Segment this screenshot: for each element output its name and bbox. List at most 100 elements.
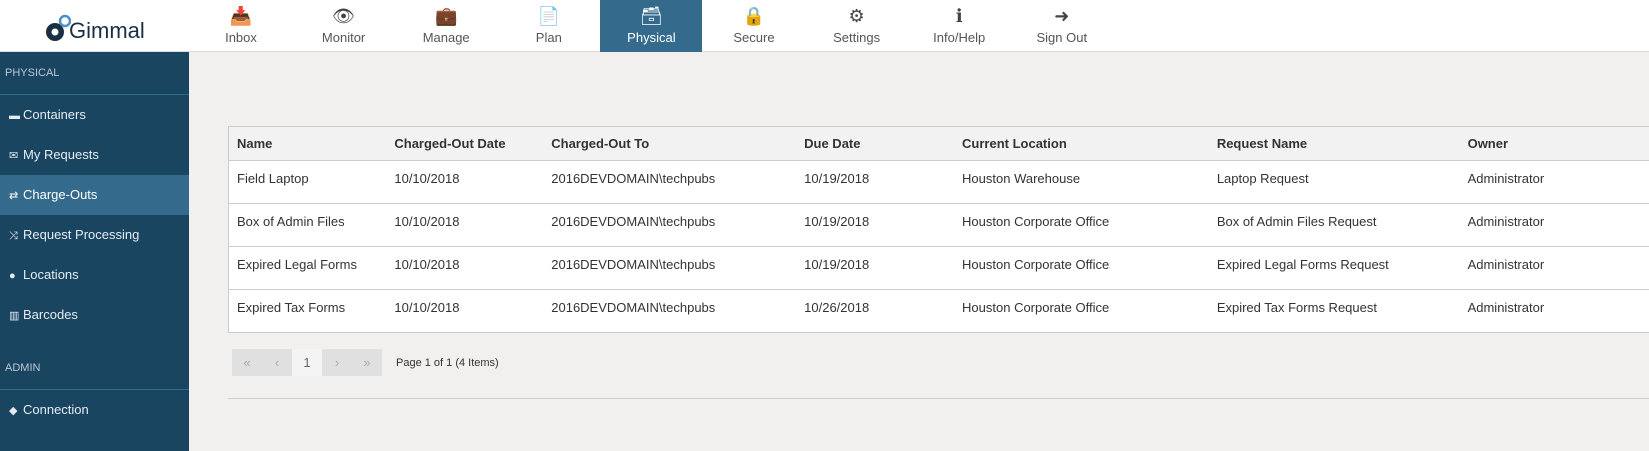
sidebar-item-label: My Requests — [23, 147, 99, 162]
table-row[interactable]: Expired Legal Forms 10/10/2018 2016DEVDOMA… — [228, 246, 1649, 290]
nav-sign-out[interactable]: ➜ Sign Out — [1011, 0, 1113, 52]
nav-label: Settings — [833, 30, 881, 45]
nav-label: Info/Help — [933, 30, 986, 45]
column-header[interactable]: Charged-Out Date — [386, 126, 544, 161]
table-cell: Houston Warehouse — [954, 160, 1209, 204]
table-cell: 10/10/2018 — [386, 203, 544, 247]
table-cell: 10/26/2018 — [796, 289, 955, 333]
sidebar-item-label: Request Processing — [23, 227, 140, 242]
sidebar-section-admin: ADMIN — [0, 347, 189, 390]
sign-out-icon: ➜ — [1054, 6, 1070, 27]
sidebar-item-my-requests[interactable]: ✉ My Requests — [0, 135, 189, 175]
column-header[interactable]: Name — [228, 126, 387, 161]
lock-icon: 🔒 — [742, 6, 766, 27]
divider — [228, 398, 1649, 399]
nav-label: Plan — [535, 30, 562, 45]
inbox-icon: 📥 — [229, 6, 253, 27]
table-cell: 10/19/2018 — [796, 160, 955, 204]
table-cell: Administrator — [1459, 246, 1649, 290]
sidebar-item-label: Containers — [23, 107, 86, 122]
sidebar-item-label: Barcodes — [23, 307, 78, 322]
top-header: Gimmal 📥 Inbox 👁 Monitor 💼 Manage 📄 Plan 🗃 Physic… — [0, 0, 1649, 52]
document-icon: 📄 — [537, 6, 560, 27]
charge-outs-table: Name Charged-Out Date Charged-Out To Due Da… — [228, 126, 1649, 333]
table-cell: 10/10/2018 — [386, 160, 544, 204]
table-cell: Houston Corporate Office — [954, 203, 1209, 247]
table-cell: Expired Legal Forms — [228, 246, 387, 290]
column-header[interactable]: Charged-Out To — [543, 126, 797, 161]
page-1-button[interactable]: 1 — [292, 349, 322, 376]
pager: « ‹ 1 › » Page 1 of 1 (4 Items) — [232, 349, 499, 376]
table-cell: Houston Corporate Office — [954, 246, 1209, 290]
table-cell: 2016DEVDOMAIN\techpubs — [543, 289, 797, 333]
table-cell: 10/19/2018 — [796, 203, 955, 247]
table-row[interactable]: Box of Admin Files 10/10/2018 2016DEVDOMAI… — [228, 203, 1649, 247]
table-cell: 10/10/2018 — [386, 289, 544, 333]
nav-info-help[interactable]: ℹ Info/Help — [908, 0, 1010, 52]
info-icon: ℹ — [955, 6, 963, 27]
sidebar-item-locations[interactable]: ● Locations — [0, 255, 189, 295]
main-content: Name Charged-Out Date Charged-Out To Due Da… — [189, 52, 1649, 451]
sidebar-item-label: Locations — [23, 267, 79, 282]
nav-secure[interactable]: 🔒 Secure — [703, 0, 805, 52]
nav-label: Monitor — [321, 30, 366, 45]
eye-icon: 👁 — [332, 6, 356, 27]
sidebar-item-request-processing[interactable]: ⤨ Request Processing — [0, 215, 189, 255]
nav-physical[interactable]: 🗃 Physical — [600, 0, 703, 52]
exchange-icon: ⇄ — [9, 190, 19, 202]
table-cell: Field Laptop — [228, 160, 387, 204]
column-header[interactable]: Request Name — [1208, 126, 1460, 161]
sidebar-item-containers[interactable]: ▬ Containers — [0, 95, 189, 135]
sidebar: PHYSICAL ▬ Containers ✉ My Requests ⇄ Charge-… — [0, 52, 189, 451]
sidebar-item-label: Connection — [23, 402, 89, 417]
column-header[interactable]: Due Date — [796, 126, 955, 161]
gear-logo-icon — [46, 14, 71, 41]
sidebar-item-connection[interactable]: ◆ Connection — [0, 390, 189, 430]
sidebar-section-physical: PHYSICAL — [0, 52, 189, 95]
nav-inbox[interactable]: 📥 Inbox — [190, 0, 292, 52]
tag-icon: ◆ — [9, 405, 18, 417]
first-page-button[interactable]: « — [232, 349, 262, 376]
table-cell: 2016DEVDOMAIN\techpubs — [543, 203, 797, 247]
column-header[interactable]: Current Location — [954, 126, 1209, 161]
sidebar-item-charge-outs[interactable]: ⇄ Charge-Outs — [0, 175, 189, 215]
next-page-button[interactable]: › — [322, 349, 352, 376]
barcode-icon: ▥ — [9, 310, 20, 322]
table-cell: Expired Legal Forms Request — [1208, 246, 1460, 290]
nav-manage[interactable]: 💼 Manage — [395, 0, 497, 52]
nav-label: Sign Out — [1036, 30, 1088, 45]
sidebar-item-label: Charge-Outs — [23, 187, 98, 202]
envelope-icon: ✉ — [9, 150, 19, 162]
column-header[interactable]: Owner — [1459, 126, 1649, 161]
nav-label: Physical — [627, 30, 676, 45]
nav-label: Inbox — [225, 30, 257, 45]
nav-label: Manage — [422, 30, 470, 45]
table-row[interactable]: Field Laptop 10/10/2018 2016DEVDOMAIN\tech… — [228, 160, 1649, 204]
briefcase-icon: 💼 — [434, 6, 458, 27]
last-page-button[interactable]: » — [352, 349, 382, 376]
table-cell: Box of Admin Files — [228, 203, 387, 247]
archive-box-icon: 🗃 — [639, 6, 663, 27]
map-marker-icon: ● — [9, 270, 16, 282]
table-cell: Laptop Request — [1208, 160, 1460, 204]
page-info: Page 1 of 1 (4 Items) — [396, 356, 499, 369]
gimmal-logo[interactable]: Gimmal — [45, 10, 145, 44]
nav-settings[interactable]: ⚙ Settings — [806, 0, 908, 52]
table-cell: Expired Tax Forms Request — [1208, 289, 1460, 333]
table-cell: Expired Tax Forms — [228, 289, 387, 333]
logo-text: Gimmal — [69, 18, 145, 43]
table-cell: Box of Admin Files Request — [1208, 203, 1460, 247]
table-cell: Houston Corporate Office — [954, 289, 1209, 333]
table-cell: 10/10/2018 — [386, 246, 544, 290]
table-row[interactable]: Expired Tax Forms 10/10/2018 2016DEVDOMAIN… — [228, 289, 1649, 333]
random-icon: ⤨ — [9, 230, 18, 242]
table-cell: Administrator — [1459, 289, 1649, 333]
gears-icon: ⚙ — [848, 6, 865, 27]
nav-plan[interactable]: 📄 Plan — [498, 0, 600, 52]
table-cell: 10/19/2018 — [796, 246, 955, 290]
prev-page-button[interactable]: ‹ — [262, 349, 292, 376]
table-cell: Administrator — [1459, 203, 1649, 247]
nav-label: Secure — [733, 30, 775, 45]
sidebar-item-barcodes[interactable]: ▥ Barcodes — [0, 295, 189, 335]
nav-monitor[interactable]: 👁 Monitor — [293, 0, 395, 52]
